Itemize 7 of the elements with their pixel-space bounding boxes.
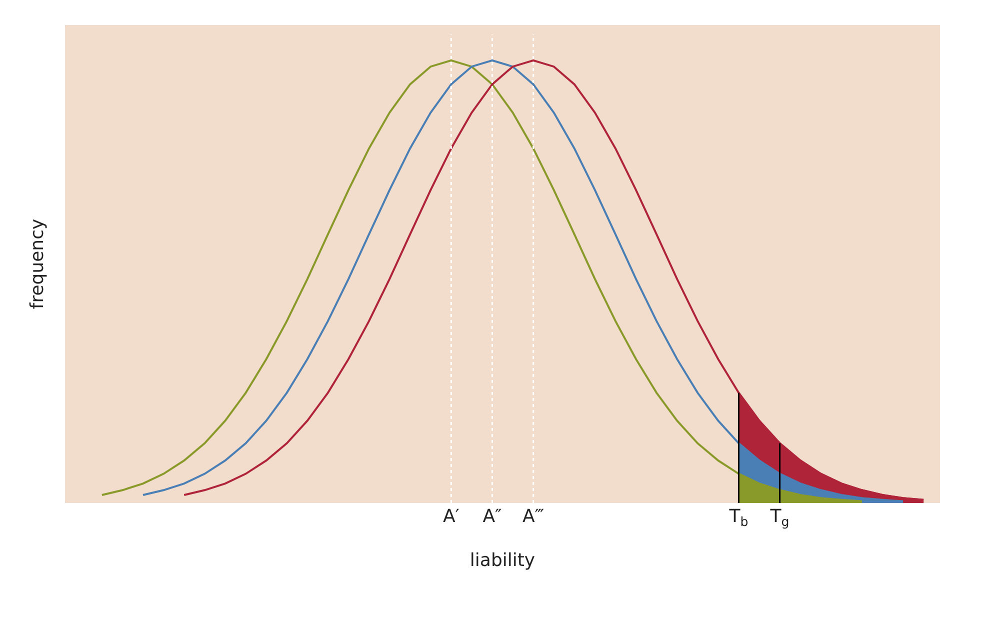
x-tick-label: A′	[442, 506, 460, 527]
x-axis-title: liability	[470, 550, 536, 571]
y-axis-title: frequency	[27, 218, 48, 310]
x-tick-label: A″	[482, 506, 502, 527]
x-tick-label: T$_{g}$	[769, 506, 790, 529]
x-tick-label: A‴	[522, 506, 544, 527]
x-tick-label: T$_{b}$	[728, 506, 748, 529]
